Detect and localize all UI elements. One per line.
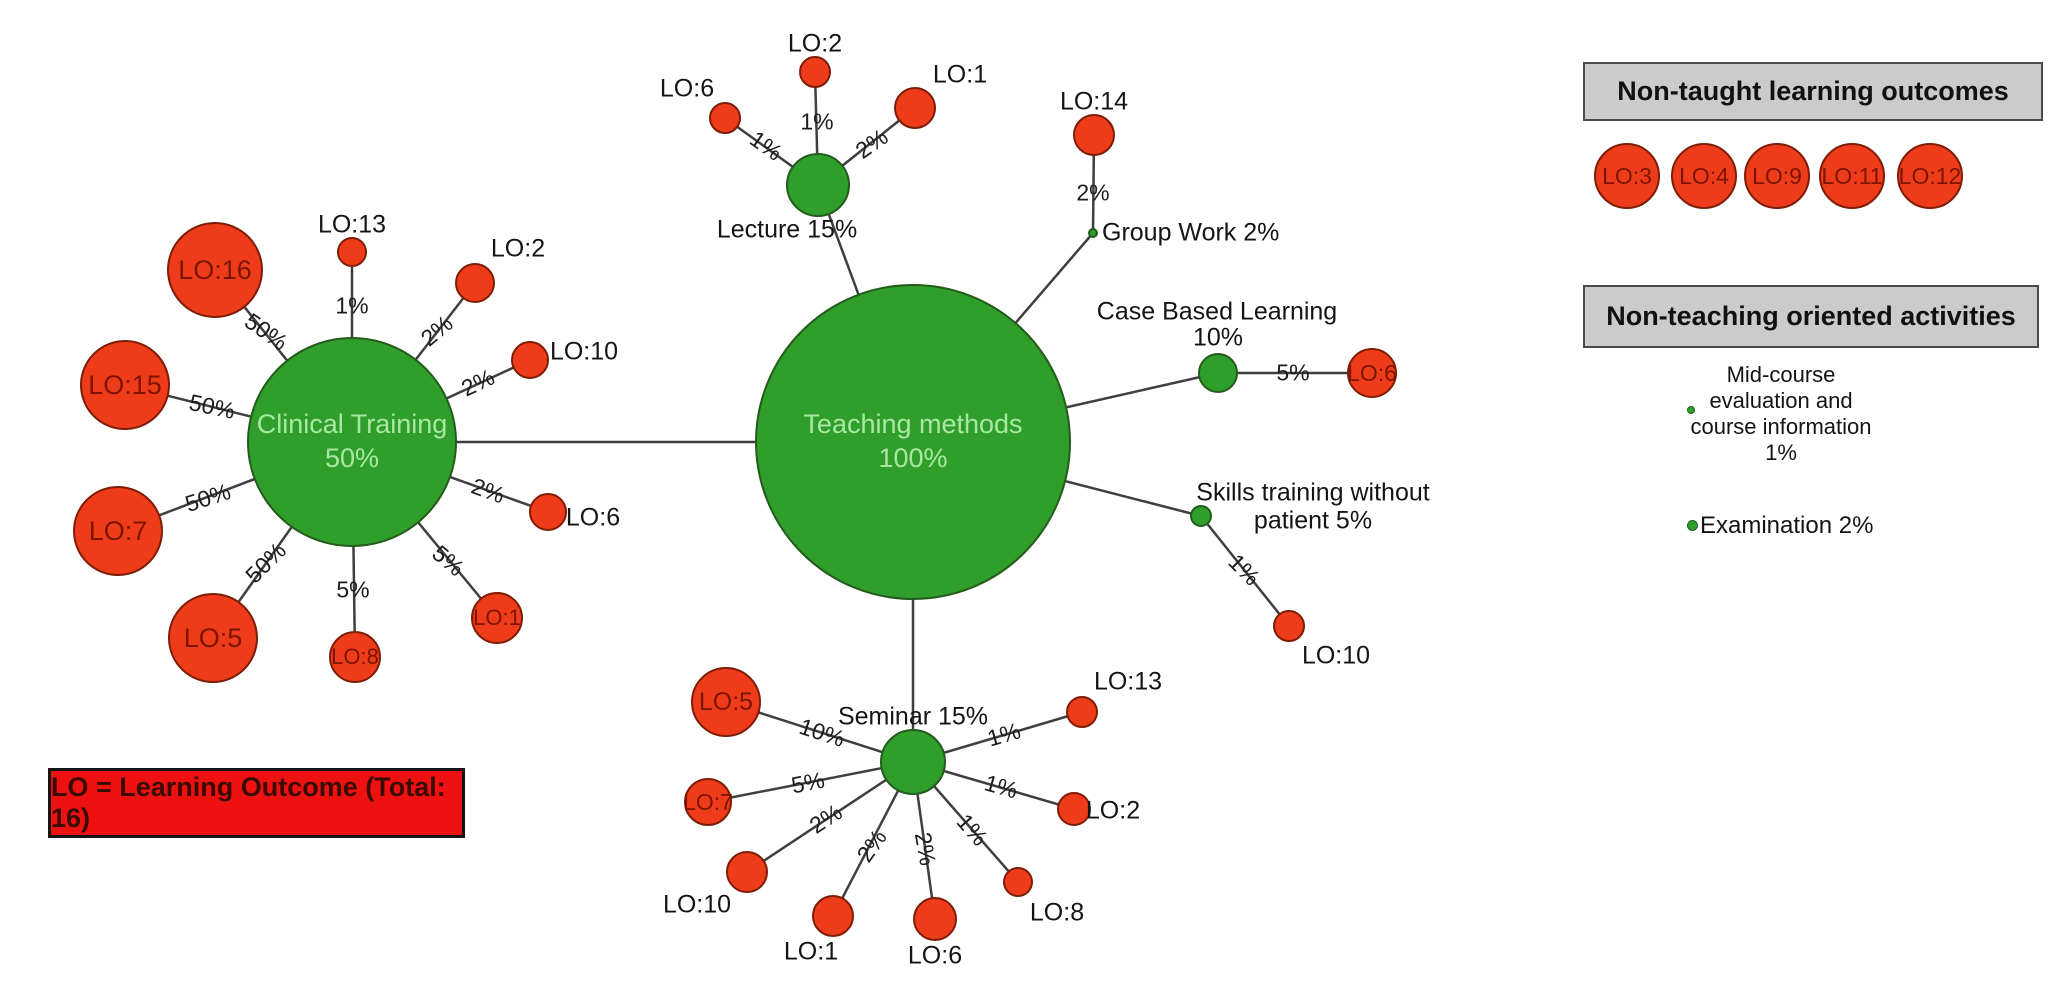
lo-label: LO:2 xyxy=(787,29,843,58)
node-case-based-learning-label: Case Based Learning xyxy=(1096,297,1338,326)
legend-non-taught-title: Non-taught learning outcomes xyxy=(1617,76,2009,106)
lo-node-lecture-1 xyxy=(894,87,936,129)
mid-course-line: Mid-course xyxy=(1726,362,1836,387)
lo-node-legend-3: LO:3 xyxy=(1594,143,1660,209)
node-group-work xyxy=(1088,228,1098,238)
lo-label: LO:10 xyxy=(549,337,619,366)
lo-node-clinical-7: LO:7 xyxy=(73,486,163,576)
lo-node-casebased-6: LO:6 xyxy=(1347,348,1397,398)
note-banner: LO = Learning Outcome (Total: 16) xyxy=(48,768,465,838)
lo-node-clinical-6 xyxy=(529,493,567,531)
lo-label: LO:15 xyxy=(88,369,162,400)
lo-node-legend-11: LO:11 xyxy=(1819,143,1885,209)
mid-course-label: Mid-course evaluation and course informa… xyxy=(1683,362,1879,466)
lo-label: LO:13 xyxy=(1093,667,1163,696)
lo-label: LO:14 xyxy=(1059,87,1129,116)
lo-label: LO:16 xyxy=(178,254,252,285)
lo-node-clinical-2 xyxy=(455,263,495,303)
examination-dot xyxy=(1687,520,1698,531)
lo-node-lecture-6 xyxy=(709,102,741,134)
lo-label: LO:6 xyxy=(1347,359,1397,386)
lo-label: LO:1 xyxy=(932,60,988,89)
lo-label: LO:7 xyxy=(88,515,148,546)
lo-label: LO:7 xyxy=(683,788,733,815)
lo-node-seminar-5: LO:5 xyxy=(691,667,761,737)
examination-label: Examination 2% xyxy=(1700,512,1874,539)
lo-node-skills-10 xyxy=(1273,610,1305,642)
lo-label: LO:5 xyxy=(183,622,243,653)
lo-node-seminar-2 xyxy=(1057,792,1091,826)
lo-label: LO:9 xyxy=(1752,162,1802,189)
lo-label: LO:6 xyxy=(907,941,963,970)
edge-percent-label: 1% xyxy=(335,292,369,319)
lo-label: LO:12 xyxy=(1898,162,1962,189)
lo-label: LO:10 xyxy=(1301,641,1371,670)
lo-label: LO:13 xyxy=(317,210,387,239)
lo-label: LO:6 xyxy=(659,74,715,103)
lo-node-seminar-6 xyxy=(913,897,957,941)
edge-percent-label: 2% xyxy=(1076,179,1110,206)
edge-percent-label: 5% xyxy=(336,576,370,603)
lo-node-clinical-5: LO:5 xyxy=(168,593,258,683)
lo-node-groupwork-14 xyxy=(1073,114,1115,156)
node-skills-training-label2: patient 5% xyxy=(1253,506,1373,535)
edge-percent-label: 1% xyxy=(800,108,834,135)
lo-node-clinical-8: LO:8 xyxy=(329,631,381,683)
node-skills-training-label: Skills training without xyxy=(1196,478,1430,507)
lo-node-seminar-13 xyxy=(1066,696,1098,728)
edge xyxy=(707,760,914,804)
lo-node-clinical-1: LO:1 xyxy=(471,592,523,644)
edge-percent-label: 2% xyxy=(909,830,942,868)
node-skills-training xyxy=(1190,505,1212,527)
note-banner-text: LO = Learning Outcome (Total: 16) xyxy=(51,772,446,833)
lo-node-seminar-7: LO:7 xyxy=(683,778,733,826)
lo-node-seminar-8 xyxy=(1003,867,1033,897)
lo-label: LO:6 xyxy=(565,503,621,532)
node-teaching-methods-label: Teaching methods 100% xyxy=(803,409,1023,473)
node-clinical-training: Clinical Training 50% xyxy=(247,337,457,547)
edge xyxy=(1200,515,1290,627)
lo-label: LO:5 xyxy=(698,687,754,716)
lo-node-clinical-10 xyxy=(511,341,549,379)
edge-percent-label: 5% xyxy=(1276,359,1310,386)
legend-non-taught-header: Non-taught learning outcomes xyxy=(1583,62,2043,121)
node-seminar-label: Seminar 15% xyxy=(837,702,989,731)
lo-node-seminar-1 xyxy=(812,895,854,937)
lo-label: LO:2 xyxy=(490,234,546,263)
node-teaching-methods: Teaching methods 100% xyxy=(755,284,1071,600)
lo-node-clinical-16: LO:16 xyxy=(167,222,263,318)
node-clinical-training-label: Clinical Training 50% xyxy=(256,409,448,473)
lo-node-lecture-2 xyxy=(799,56,831,88)
node-lecture-label: Lecture 15% xyxy=(716,215,858,244)
lo-label: LO:3 xyxy=(1602,162,1652,189)
lo-node-legend-4: LO:4 xyxy=(1671,143,1737,209)
lo-node-clinical-15: LO:15 xyxy=(80,340,170,430)
lo-node-legend-9: LO:9 xyxy=(1744,143,1810,209)
lo-node-seminar-10 xyxy=(726,851,768,893)
legend-non-teaching-title: Non-teaching oriented activities xyxy=(1606,301,2016,331)
lo-label: LO:11 xyxy=(1821,162,1883,189)
mid-course-line: course information xyxy=(1690,414,1872,439)
mid-course-line: 1% xyxy=(1765,440,1797,465)
legend-non-teaching-header: Non-teaching oriented activities xyxy=(1583,285,2039,348)
node-seminar xyxy=(880,729,946,795)
lo-label: LO:8 xyxy=(1029,898,1085,927)
lo-node-legend-12: LO:12 xyxy=(1897,143,1963,209)
lo-label: LO:4 xyxy=(1679,162,1729,189)
mid-course-line: evaluation and xyxy=(1709,388,1853,413)
lo-label: LO:2 xyxy=(1085,796,1141,825)
lo-label: LO:8 xyxy=(331,644,379,669)
mid-course-dot xyxy=(1687,406,1695,414)
node-lecture xyxy=(786,153,850,217)
node-case-based-learning-pct: 10% xyxy=(1192,323,1244,352)
node-group-work-label: Group Work 2% xyxy=(1102,218,1280,247)
lo-label: LO:10 xyxy=(662,890,732,919)
lo-label: LO:1 xyxy=(783,937,839,966)
node-case-based-learning xyxy=(1198,353,1238,393)
lo-node-clinical-13 xyxy=(337,237,367,267)
lo-label: LO:1 xyxy=(473,605,521,630)
